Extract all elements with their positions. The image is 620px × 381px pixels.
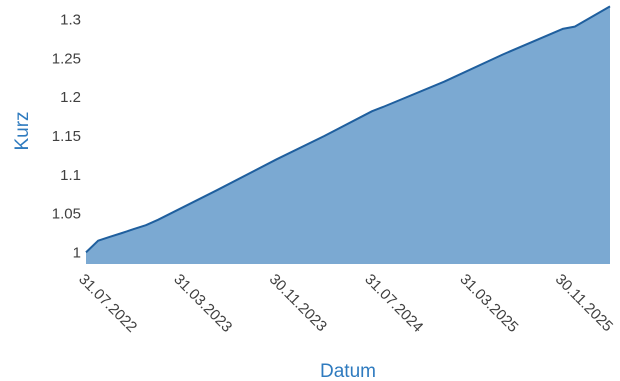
x-tick-label: 31.07.2022 <box>75 271 140 336</box>
y-tick-label: 1.15 <box>52 128 81 145</box>
y-tick-label: 1.1 <box>60 167 81 184</box>
x-tick-label: 31.07.2024 <box>361 271 426 336</box>
series-area <box>86 6 610 265</box>
y-tick-label: 1.3 <box>60 12 81 29</box>
y-axis-title: Kurz <box>12 111 33 150</box>
series-line <box>85 5 611 254</box>
x-axis-title: Datum <box>320 361 376 381</box>
x-axis-ticks: 31.07.2022 31.03.2023 30.11.2023 31.07.2024… <box>75 271 616 336</box>
y-tick-label: 1.05 <box>52 206 81 223</box>
x-tick-label: 31.03.2025 <box>456 271 521 336</box>
y-tick-label: 1 <box>73 244 81 261</box>
y-tick-label: 1.25 <box>52 50 81 67</box>
y-tick-label: 1.2 <box>60 89 81 106</box>
x-tick-label: 30.11.2025 <box>552 271 616 335</box>
plot-area <box>85 5 611 265</box>
x-tick-label: 30.11.2023 <box>266 271 330 335</box>
y-axis-ticks: 1 1.05 1.1 1.15 1.2 1.25 1.3 <box>52 12 81 262</box>
x-tick-label: 31.03.2023 <box>170 271 235 336</box>
